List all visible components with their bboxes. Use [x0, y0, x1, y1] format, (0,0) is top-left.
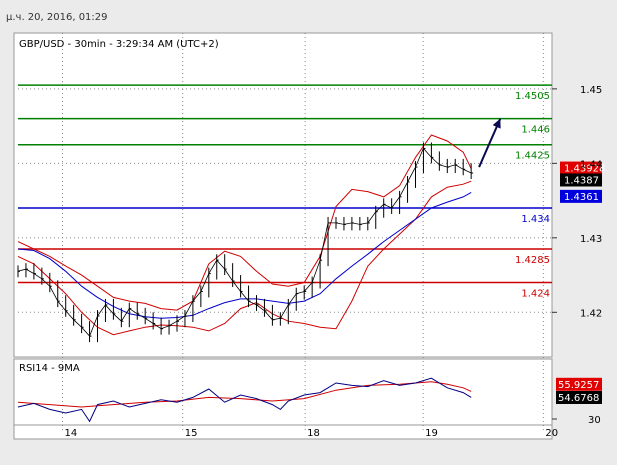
- rsi-line: [17, 377, 472, 423]
- rsi-title: RSI14 - 9MA: [19, 363, 80, 374]
- x-tick-label: 14: [65, 428, 78, 439]
- price-tag-moving-average-bg: [560, 189, 602, 203]
- level-label-resistance-2: 1.446: [521, 125, 550, 136]
- y-tick-label: 1.42: [580, 308, 602, 319]
- upper-band-line: [17, 134, 472, 311]
- rsi-tag-rsi-ma-bg: [556, 377, 602, 391]
- price-tag-last-price: 1.4387: [564, 175, 599, 186]
- price-tag-upper-band-bg: [560, 161, 602, 175]
- level-label-resistance-3: 1.4505: [515, 91, 550, 102]
- level-label-pivot: 1.434: [521, 214, 550, 225]
- y-tick-label: 1.44: [580, 159, 602, 170]
- rsi-tag-rsi: 54.6768: [558, 393, 599, 404]
- main-panel: [13, 32, 553, 358]
- rsi-panel: [13, 358, 553, 426]
- price-tag-upper-band: 1.43928: [564, 164, 605, 175]
- rsi-tag-rsi-bg: [556, 391, 602, 404]
- forecast-arrow-head: [492, 118, 501, 129]
- y-tick-label: 1.43: [580, 234, 602, 245]
- x-tick-label: 19: [425, 428, 438, 439]
- x-axis-strip: [13, 424, 553, 440]
- level-label-support-2: 1.424: [521, 289, 550, 300]
- x-tick-label: 15: [185, 428, 198, 439]
- rsi-y-tick-label: 30: [588, 415, 601, 426]
- level-label-support-1: 1.4285: [515, 255, 550, 266]
- price-tag-last-price-bg: [560, 173, 602, 187]
- price-tag-moving-average: 1.4361: [564, 192, 599, 203]
- y-tick-label: 1.45: [580, 85, 602, 96]
- rsi-tag-rsi-ma: 55.9257: [558, 380, 599, 391]
- chart-title: GBP/USD - 30min - 3:29:34 AM (UTC+2): [19, 39, 219, 50]
- x-tick-label: 18: [307, 428, 320, 439]
- level-label-resistance-1: 1.4425: [515, 151, 550, 162]
- price-line: [17, 147, 472, 337]
- x-tick-label: 20: [545, 428, 558, 439]
- timestamp: μ.ч. 20, 2016, 01:29: [6, 12, 108, 23]
- rsi-ma-line: [17, 381, 472, 408]
